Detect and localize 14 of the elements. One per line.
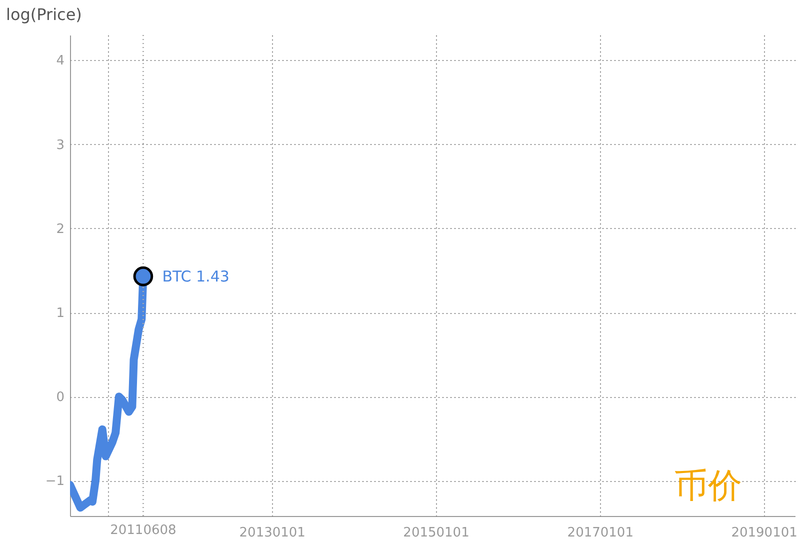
ref-line-label: 20110608 <box>110 523 176 538</box>
y-tick-label: 0 <box>56 390 64 406</box>
y-axis-title: log(Price) <box>6 5 82 24</box>
y-tick-label: 3 <box>56 138 64 153</box>
y-tick-label: 1 <box>56 306 64 321</box>
x-tick-label: 20150101 <box>403 526 470 540</box>
y-tick-label: −1 <box>45 474 64 490</box>
x-tick-label: 20130101 <box>239 526 306 540</box>
y-tick-label: 2 <box>56 222 64 237</box>
annotation: BTC 1.43 <box>162 267 230 286</box>
y-tick-label: 4 <box>56 54 64 69</box>
x-tick-label: 20190101 <box>731 526 798 540</box>
text: 币价 <box>674 467 742 505</box>
x-tick-label: 20170101 <box>567 526 634 540</box>
